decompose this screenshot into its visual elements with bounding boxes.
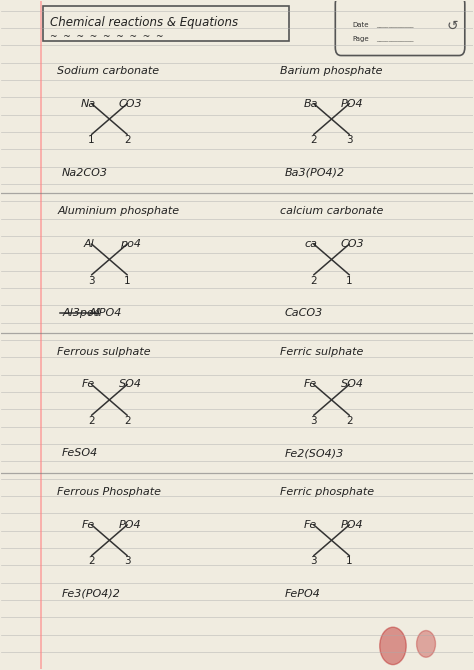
FancyBboxPatch shape bbox=[335, 0, 465, 56]
Text: Ferrous Phosphate: Ferrous Phosphate bbox=[57, 487, 162, 497]
Text: Ba3(PO4)2: Ba3(PO4)2 bbox=[284, 168, 345, 178]
Text: ↺: ↺ bbox=[446, 19, 458, 32]
Text: po4: po4 bbox=[120, 239, 141, 249]
Text: ~  ~  ~  ~  ~  ~  ~  ~  ~: ~ ~ ~ ~ ~ ~ ~ ~ ~ bbox=[50, 32, 164, 42]
Text: Na: Na bbox=[81, 98, 96, 109]
Text: FeSO4: FeSO4 bbox=[62, 448, 99, 458]
Text: SO4: SO4 bbox=[341, 379, 364, 389]
Text: Sodium carbonate: Sodium carbonate bbox=[57, 66, 160, 76]
Text: Aluminium phosphate: Aluminium phosphate bbox=[57, 206, 180, 216]
Text: ____________: ____________ bbox=[376, 23, 414, 28]
Text: Date: Date bbox=[353, 22, 369, 28]
Text: 2: 2 bbox=[310, 275, 317, 285]
Circle shape bbox=[380, 627, 406, 665]
Text: 3: 3 bbox=[310, 416, 317, 426]
Text: 2: 2 bbox=[310, 135, 317, 145]
Text: Page: Page bbox=[353, 36, 369, 42]
Text: Ba: Ba bbox=[303, 98, 318, 109]
Text: FePO4: FePO4 bbox=[284, 589, 320, 599]
Text: Fe: Fe bbox=[82, 379, 95, 389]
Text: Ferrous sulphate: Ferrous sulphate bbox=[57, 346, 151, 356]
Text: PO4: PO4 bbox=[119, 520, 142, 530]
Text: calcium carbonate: calcium carbonate bbox=[280, 206, 383, 216]
Text: 1: 1 bbox=[346, 556, 353, 566]
Text: 2: 2 bbox=[346, 416, 353, 426]
Text: Fe: Fe bbox=[304, 379, 317, 389]
Text: 1: 1 bbox=[124, 275, 130, 285]
Text: 2: 2 bbox=[124, 416, 130, 426]
Text: 3: 3 bbox=[346, 135, 353, 145]
Text: Al3po4: Al3po4 bbox=[62, 308, 101, 318]
Text: 1: 1 bbox=[346, 275, 353, 285]
Text: 3: 3 bbox=[124, 556, 130, 566]
Text: ca: ca bbox=[304, 239, 317, 249]
Text: Na2CO3: Na2CO3 bbox=[62, 168, 108, 178]
Text: PO4: PO4 bbox=[341, 520, 364, 530]
Text: 2: 2 bbox=[88, 416, 95, 426]
Text: PO4: PO4 bbox=[341, 98, 364, 109]
Text: Barium phosphate: Barium phosphate bbox=[280, 66, 382, 76]
Text: Fe: Fe bbox=[82, 520, 95, 530]
Text: CO3: CO3 bbox=[118, 98, 142, 109]
Text: ____________: ____________ bbox=[376, 37, 414, 42]
Text: Fe2(SO4)3: Fe2(SO4)3 bbox=[284, 448, 344, 458]
Text: Chemical reactions & Equations: Chemical reactions & Equations bbox=[50, 16, 238, 29]
Text: Ferric phosphate: Ferric phosphate bbox=[280, 487, 374, 497]
Text: AlPO4: AlPO4 bbox=[88, 308, 121, 318]
Text: Al: Al bbox=[83, 239, 94, 249]
Text: CO3: CO3 bbox=[340, 239, 364, 249]
Text: 2: 2 bbox=[124, 135, 130, 145]
Text: Fe3(PO4)2: Fe3(PO4)2 bbox=[62, 589, 121, 599]
Text: 3: 3 bbox=[310, 556, 317, 566]
Text: 1: 1 bbox=[88, 135, 95, 145]
Circle shape bbox=[417, 630, 436, 657]
Text: CaCO3: CaCO3 bbox=[284, 308, 322, 318]
Text: Ferric sulphate: Ferric sulphate bbox=[280, 346, 363, 356]
Text: 3: 3 bbox=[88, 275, 95, 285]
Text: 2: 2 bbox=[88, 556, 95, 566]
Text: SO4: SO4 bbox=[119, 379, 142, 389]
Text: Fe: Fe bbox=[304, 520, 317, 530]
